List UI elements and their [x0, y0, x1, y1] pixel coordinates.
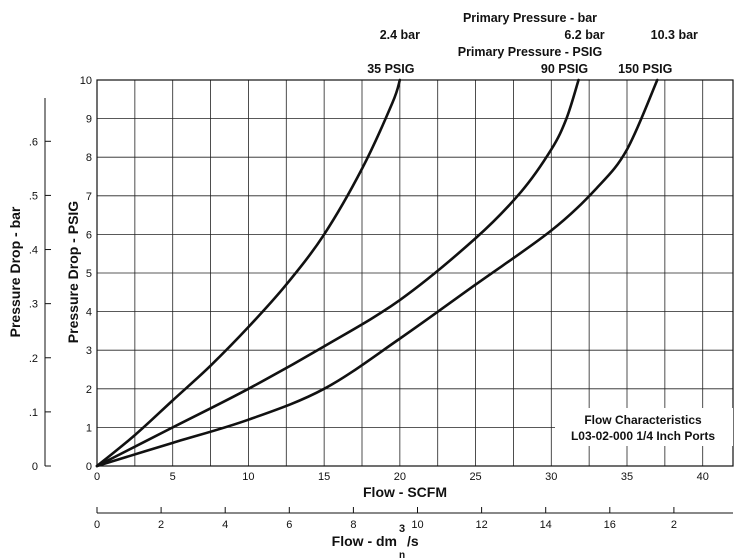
series-bar-label: 6.2 bar — [564, 28, 604, 42]
series-bar-label: 10.3 bar — [651, 28, 698, 42]
y-tick-label: 1 — [86, 422, 92, 434]
secondary-x-label-sup: 3 — [399, 523, 405, 535]
plot-frame — [96, 79, 734, 467]
secondary-x-tick-label: 10 — [411, 519, 423, 531]
secondary-y-axis-label: Pressure Drop - bar — [7, 206, 23, 337]
y-tick-label: 4 — [86, 307, 92, 319]
secondary-y-axis: 0 .1 .2 .3 .4 .5 .6 — [29, 98, 51, 473]
secondary-x-axis: 0 2 4 6 8 10 12 14 16 2 — [94, 507, 733, 531]
series-psig-label: 35 PSIG — [367, 62, 414, 76]
secondary-y-tick-label: .6 — [29, 136, 38, 148]
annotation-box — [555, 408, 733, 446]
secondary-x-tick-label: 2 — [671, 519, 677, 531]
series-line-1 — [95, 78, 402, 468]
x-tick-label: 0 — [94, 471, 100, 483]
y-tick-label: 3 — [86, 345, 92, 357]
secondary-x-label-suffix: /s — [407, 533, 419, 549]
y-tick-label: 0 — [86, 461, 92, 473]
series-line-2 — [95, 78, 580, 468]
secondary-x-tick-label: 14 — [540, 519, 552, 531]
y-tick-label: 2 — [86, 384, 92, 396]
top-heading-bar: Primary Pressure - bar — [463, 11, 597, 25]
series-psig-label: 90 PSIG — [541, 62, 588, 76]
y-tick-label: 8 — [86, 152, 92, 164]
secondary-y-tick-label: .1 — [29, 407, 38, 419]
y-axis-ticks: 0 1 2 3 4 5 6 7 8 9 10 — [80, 75, 92, 473]
series-bar-label: 2.4 bar — [380, 28, 420, 42]
secondary-x-tick-label: 16 — [604, 519, 616, 531]
x-tick-label: 35 — [621, 471, 633, 483]
y-tick-label: 5 — [86, 268, 92, 280]
x-tick-label: 20 — [394, 471, 406, 483]
secondary-x-label-sub: n — [399, 550, 405, 559]
secondary-y-tick-label: .2 — [29, 353, 38, 365]
x-tick-label: 25 — [469, 471, 481, 483]
secondary-x-axis-label: Flow - dm 3 /s n — [332, 523, 419, 559]
secondary-y-tick-label: 0 — [32, 461, 38, 473]
series-lines — [95, 78, 659, 468]
secondary-y-tick-label: .5 — [29, 190, 38, 202]
x-tick-label: 15 — [318, 471, 330, 483]
secondary-x-tick-label: 6 — [286, 519, 292, 531]
secondary-y-tick-label: .3 — [29, 299, 38, 311]
y-tick-label: 7 — [86, 191, 92, 203]
annotation-line-2: L03-02-000 1/4 Inch Ports — [571, 429, 715, 443]
y-tick-label: 9 — [86, 114, 92, 126]
secondary-x-tick-label: 12 — [475, 519, 487, 531]
x-axis-ticks: 0 5 10 15 20 25 30 35 40 — [94, 471, 709, 483]
series-labels: 2.4 bar 35 PSIG 6.2 bar 90 PSIG 10.3 bar 150 … — [367, 28, 698, 76]
series-psig-label: 150 PSIG — [618, 62, 672, 76]
y-tick-label: 6 — [86, 229, 92, 241]
secondary-x-tick-label: 0 — [94, 519, 100, 531]
series-line-3 — [95, 78, 659, 468]
x-tick-label: 5 — [170, 471, 176, 483]
x-tick-label: 40 — [697, 471, 709, 483]
top-heading-psig: Primary Pressure - PSIG — [458, 45, 603, 59]
secondary-x-tick-label: 2 — [158, 519, 164, 531]
secondary-x-tick-label: 8 — [350, 519, 356, 531]
annotation-line-1: Flow Characteristics — [584, 413, 702, 427]
x-axis-label: Flow - SCFM — [363, 484, 447, 500]
secondary-x-label-main: Flow - dm — [332, 533, 397, 549]
y-tick-label: 10 — [80, 75, 92, 87]
secondary-x-tick-label: 4 — [222, 519, 228, 531]
secondary-y-tick-label: .4 — [29, 245, 38, 257]
y-axis-label: Pressure Drop - PSIG — [65, 201, 81, 343]
x-tick-label: 10 — [242, 471, 254, 483]
x-tick-label: 30 — [545, 471, 557, 483]
